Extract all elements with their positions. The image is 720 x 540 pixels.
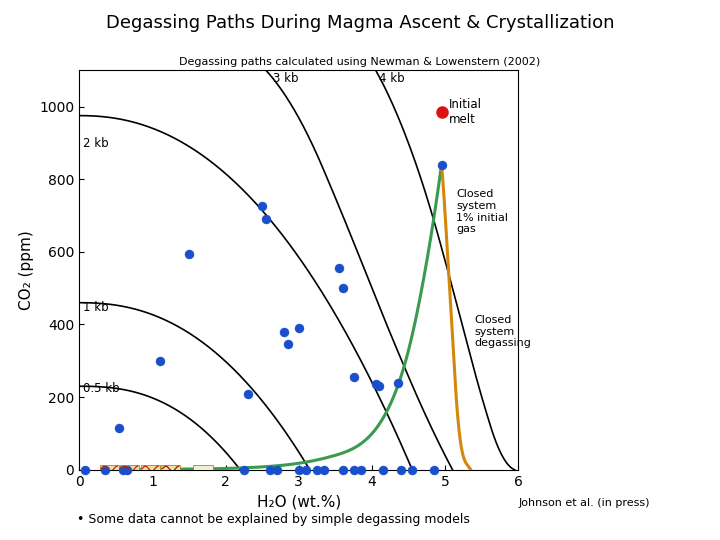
Text: 1 kb: 1 kb [83, 301, 109, 314]
Bar [99, 465, 119, 474]
Text: Closed
system
degassing: Closed system degassing [474, 315, 531, 348]
Text: 4 kb: 4 kb [379, 72, 405, 85]
Text: Closed
system
1% initial
gas: Closed system 1% initial gas [456, 190, 508, 234]
Text: Degassing Paths During Magma Ascent & Crystallization: Degassing Paths During Magma Ascent & Cr… [106, 14, 614, 31]
Text: • Some data cannot be explained by simple degassing models: • Some data cannot be explained by simpl… [77, 514, 470, 526]
Text: Initial
melt: Initial melt [449, 98, 482, 126]
Bar [193, 465, 213, 474]
Text: Degassing paths calculated using Newman & Lowenstern (2002): Degassing paths calculated using Newman … [179, 57, 541, 67]
Bar [120, 465, 139, 474]
Text: 0.5 kb: 0.5 kb [83, 382, 120, 395]
Text: 3 kb: 3 kb [273, 72, 299, 85]
Text: Johnson et al. (in press): Johnson et al. (in press) [518, 497, 650, 508]
Bar [140, 465, 160, 474]
Bar [161, 465, 180, 474]
Text: 2 kb: 2 kb [83, 137, 109, 150]
Y-axis label: CO₂ (ppm): CO₂ (ppm) [19, 230, 34, 310]
X-axis label: H₂O (wt.%): H₂O (wt.%) [256, 494, 341, 509]
